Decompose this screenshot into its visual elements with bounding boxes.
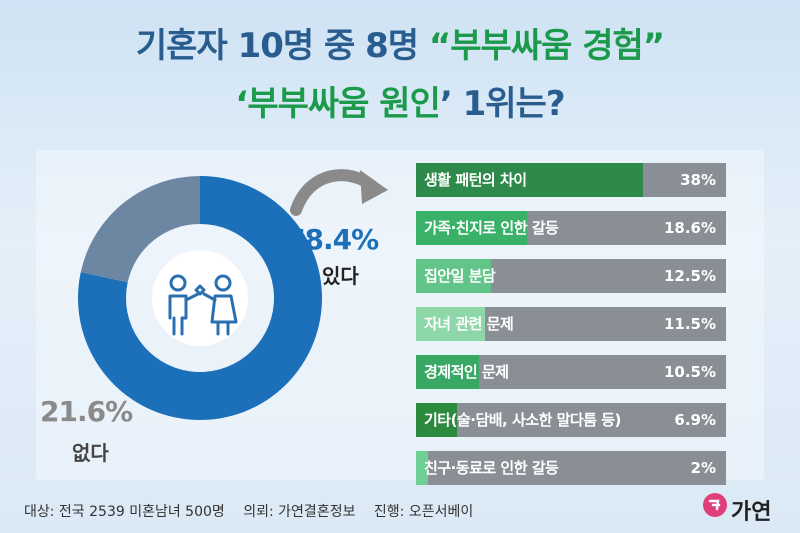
bar-row: 기타(술·담배, 사소한 말다툼 등) 6.9% [416, 403, 726, 437]
title-line-2-prefix: ‘부부싸움 [235, 84, 380, 124]
bar-label: 가족·친지로 인한 갈등 [424, 219, 559, 237]
bar-fill [416, 451, 428, 485]
logo-text: 가연 [731, 500, 772, 525]
donut-slice-no [80, 176, 200, 283]
bar-fill [416, 211, 527, 245]
title-line-2-highlight: 원인 [379, 84, 441, 124]
bar-label: 자녀 관련 문제 [424, 315, 514, 333]
bar-value: 18.6% [663, 219, 716, 237]
bar-value: 2% [690, 459, 716, 477]
gayeon-logo-icon [703, 493, 727, 517]
bar-value: 6.9% [674, 411, 716, 429]
footer-info: 대상: 전국 2539 미혼남녀 500명 의뢰: 가연결혼정보 진행: 오픈서… [24, 501, 487, 521]
title-line-2-suffix: ’ 1위는? [439, 84, 566, 124]
bar-fill [416, 163, 643, 197]
yes-label: 있다 [322, 264, 359, 288]
bar-row: 자녀 관련 문제 11.5% [416, 307, 726, 341]
title-line-2: ‘부부싸움 원인’ 1위는? [0, 76, 800, 125]
bar-row: 생활 패턴의 차이 38% [416, 163, 726, 197]
bar-label: 생활 패턴의 차이 [424, 171, 527, 189]
bar-row: 경제적인 문제 10.5% [416, 355, 726, 389]
footer-target: 대상: 전국 2539 미혼남녀 500명 [24, 504, 225, 520]
arrow-head-icon [360, 170, 388, 204]
bar-label: 기타(술·담배, 사소한 말다툼 등) [424, 411, 621, 429]
bar-value: 12.5% [663, 267, 716, 285]
bar-value: 11.5% [663, 315, 716, 333]
bar-row: 친구·동료로 인한 갈등 2% [416, 451, 726, 485]
bar-row: 집안일 분담 12.5% [416, 259, 726, 293]
bar-value: 38% [680, 171, 716, 189]
couple-icon-bg [152, 250, 248, 346]
bar-value: 10.5% [663, 363, 716, 381]
footer-progress: 진행: 오픈서베이 [373, 504, 474, 520]
donut-slice-yes [77, 176, 322, 420]
bar-label: 집안일 분담 [424, 267, 496, 285]
title-line-1-highlight: “부부싸움 경험” [428, 26, 665, 66]
no-label: 없다 [72, 441, 109, 465]
arrow-icon [290, 169, 378, 216]
footer-client: 의뢰: 가연결혼정보 [243, 504, 356, 520]
bar-label: 친구·동료로 인한 갈등 [424, 459, 559, 477]
couple-icon [168, 274, 238, 336]
bar-fill [416, 259, 491, 293]
title-line-1: 기혼자 10명 중 8명 “부부싸움 경험” [0, 18, 800, 67]
bar-label: 경제적인 문제 [424, 363, 509, 381]
bar-fill [416, 307, 485, 341]
title-line-1-text: 기혼자 10명 중 8명 [135, 26, 429, 66]
bar-row: 가족·친지로 인한 갈등 18.6% [416, 211, 726, 245]
yes-percentage: 78.4% [286, 223, 379, 256]
no-percentage: 21.6% [40, 395, 133, 428]
bar-fill [416, 403, 458, 437]
bar-fill [416, 355, 479, 389]
